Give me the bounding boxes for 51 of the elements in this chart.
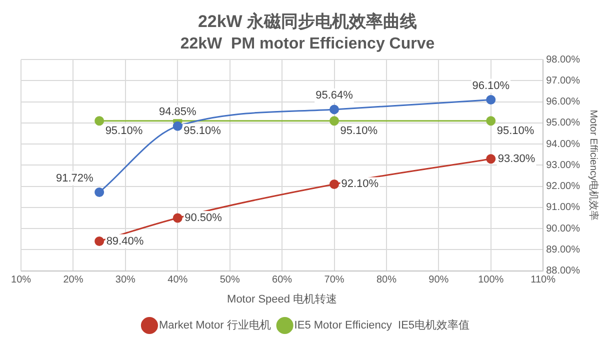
- data-label: 90.50%: [184, 212, 222, 224]
- x-tick-label: 40%: [168, 274, 188, 286]
- data-label: 92.10%: [341, 178, 379, 190]
- data-label: 95.10%: [340, 124, 378, 137]
- point: [94, 236, 104, 246]
- y-tick-label: 89.00%: [546, 244, 580, 256]
- data-label: 96.10%: [472, 80, 510, 92]
- x-tick-label: 80%: [376, 274, 397, 286]
- point: [94, 187, 104, 197]
- y-tick-label: 92.00%: [546, 181, 580, 192]
- data-label: 94.85%: [158, 106, 197, 118]
- x-tick-label: 20%: [63, 274, 84, 286]
- legend-label: Market Motor 行业电机: [158, 318, 271, 332]
- y-tick-label: 91.00%: [546, 202, 580, 214]
- legend-label: IE5 Motor Efficiency IE5电机效率值: [294, 318, 470, 332]
- y-axis-title: Motor Efficiency电机效率: [587, 110, 600, 221]
- point: [330, 104, 340, 114]
- point: [172, 213, 182, 223]
- x-tick-label: 90%: [428, 274, 449, 286]
- data-label: 95.10%: [105, 124, 143, 137]
- chart-subtitle: 22kW PM motor Efficiency Curve: [180, 35, 435, 52]
- x-tick-label: 10%: [11, 274, 32, 286]
- data-label: 93.30%: [498, 152, 536, 165]
- point: [172, 121, 182, 131]
- y-tick-label: 96.00%: [546, 96, 580, 108]
- point: [486, 154, 496, 164]
- data-label: 95.10%: [496, 124, 534, 137]
- x-tick-label: 50%: [220, 274, 240, 286]
- y-tick-label: 90.00%: [546, 223, 580, 234]
- x-tick-label: 110%: [530, 274, 556, 286]
- data-label: 95.10%: [184, 124, 222, 137]
- point: [486, 94, 496, 104]
- point: [94, 116, 104, 126]
- x-tick-label: 70%: [324, 274, 344, 286]
- y-tick-label: 94.00%: [546, 138, 580, 150]
- chart-title: 22kW 永磁同步电机效率曲线: [198, 12, 418, 31]
- y-tick-label: 97.00%: [546, 75, 580, 86]
- y-tick-label: 95.00%: [546, 118, 580, 129]
- x-tick-label: 100%: [478, 274, 504, 286]
- y-tick-label: 98.00%: [546, 54, 580, 66]
- x-tick-label: 60%: [272, 274, 292, 286]
- y-tick-label: 93.00%: [546, 160, 580, 171]
- x-axis-title: Motor Speed 电机转速: [227, 292, 338, 306]
- x-tick-label: 30%: [115, 274, 136, 286]
- data-label: 95.64%: [316, 89, 354, 102]
- point: [330, 116, 340, 126]
- data-label: 91.72%: [56, 172, 94, 184]
- point: [486, 116, 496, 126]
- y-tick-label: 88.00%: [546, 266, 580, 277]
- data-label: 89.40%: [106, 235, 144, 248]
- point: [330, 179, 340, 189]
